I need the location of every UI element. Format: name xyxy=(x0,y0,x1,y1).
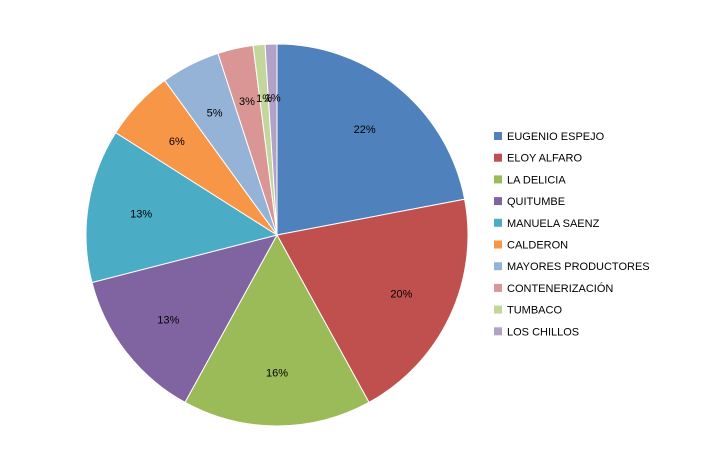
legend-swatch-calderon xyxy=(494,240,502,249)
pie-slice-la-delicia xyxy=(184,233,370,427)
legend-swatch-eugenio-espejo xyxy=(494,132,502,140)
legend-swatch-quitumbe xyxy=(494,197,502,206)
legend-label-manuela-saenz: MANUELA SAENZ xyxy=(507,218,600,230)
legend-swatch-mayores-productores xyxy=(494,262,502,271)
data-label-eloy-alfaro: 20% xyxy=(390,289,412,301)
pie-slices xyxy=(85,43,469,427)
legend-label-tumbaco: TUMBACO xyxy=(507,305,562,317)
data-label-mayores-productores: 5% xyxy=(207,108,223,120)
legend-label-los-chillos: LOS CHILLOS xyxy=(507,326,579,338)
data-label-manuela-saenz: 13% xyxy=(130,209,152,221)
legend-label-calderon: CALDERON xyxy=(507,240,568,252)
legend-swatch-los-chillos xyxy=(494,327,502,336)
legend-label-eloy-alfaro: ELOY ALFARO xyxy=(507,153,582,165)
data-label-tumbaco: 1% xyxy=(256,93,272,105)
legend-label-eugenio-espejo: EUGENIO ESPEJO xyxy=(507,131,605,143)
legend-label-contenerizacion: CONTENERIZACIÓN xyxy=(507,282,613,295)
legend-label-la-delicia: LA DELICIA xyxy=(507,174,566,186)
legend-swatch-manuela-saenz xyxy=(494,218,502,227)
data-label-quitumbe: 13% xyxy=(157,314,179,326)
data-label-eugenio-espejo: 22% xyxy=(354,124,376,136)
pie-slice-eloy-alfaro xyxy=(276,198,469,404)
pie-slice-eugenio-espejo xyxy=(276,43,466,236)
legend-swatch-contenerizacion xyxy=(494,283,502,292)
legend: EUGENIO ESPEJO ELOY ALFARO LA DELICIA QUITU… xyxy=(494,131,650,338)
legend-label-mayores-productores: MAYORES PRODUCTORES xyxy=(507,261,650,273)
data-label-contenerizacion: 3% xyxy=(239,96,255,108)
data-label-calderon: 6% xyxy=(169,136,185,148)
pie-slice-manuela-saenz xyxy=(85,131,279,284)
legend-swatch-tumbaco xyxy=(494,305,502,314)
pie-slice-los-chillos xyxy=(264,43,278,236)
legend-swatch-eloy-alfaro xyxy=(494,153,502,162)
pie-data-labels: 22%20%16%13%13%6%5%3% 1%1% xyxy=(130,93,412,380)
data-label-la-delicia: 16% xyxy=(266,368,288,380)
data-label-los-chillos: 1% xyxy=(265,93,281,105)
pie-slice-quitumbe xyxy=(91,234,278,404)
legend-swatch-la-delicia xyxy=(494,175,502,184)
legend-label-quitumbe: QUITUMBE xyxy=(507,196,565,208)
